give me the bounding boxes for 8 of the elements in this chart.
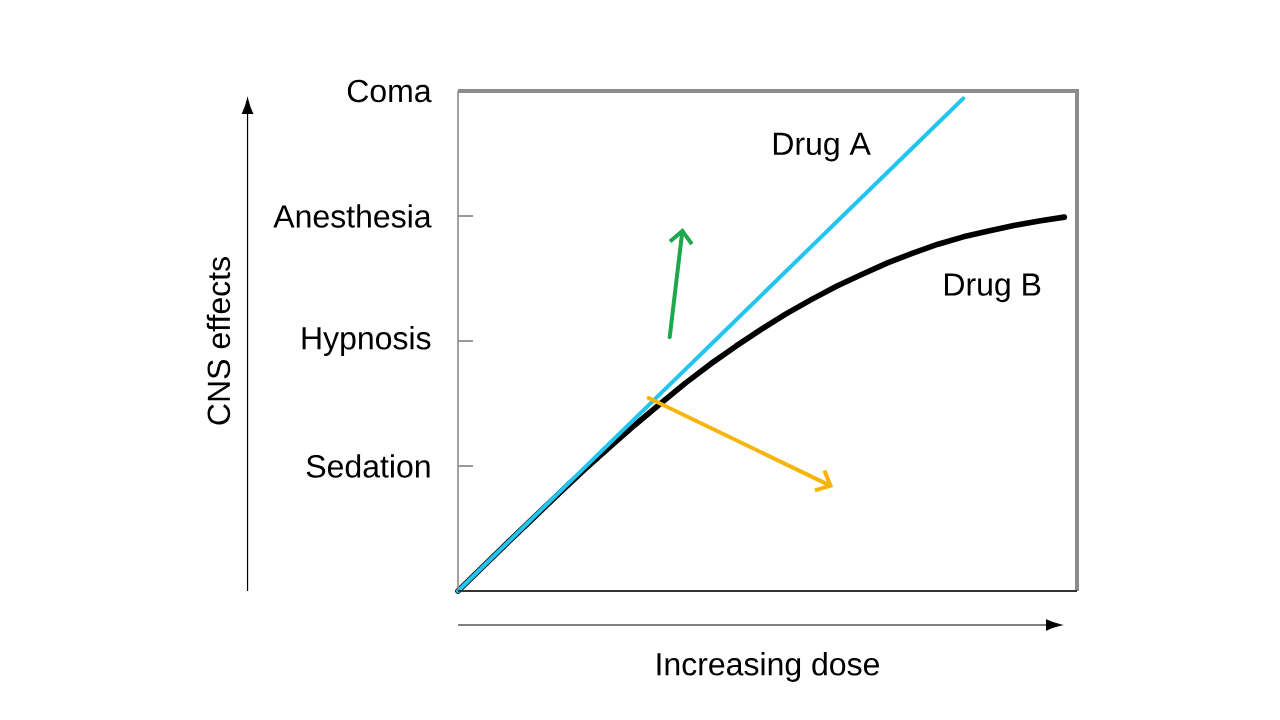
- text: CNS effects: [206, 257, 231, 425]
- text: Sedation: [306, 454, 430, 478]
- series-label: Drug A: [773, 132, 871, 162]
- text: Hypnosis: [302, 326, 431, 356]
- text: Coma: [347, 79, 432, 103]
- x-axis-title: Increasing dose: [657, 652, 879, 682]
- text: Anesthesia: [273, 204, 432, 228]
- series-label: Drug B: [945, 273, 1041, 303]
